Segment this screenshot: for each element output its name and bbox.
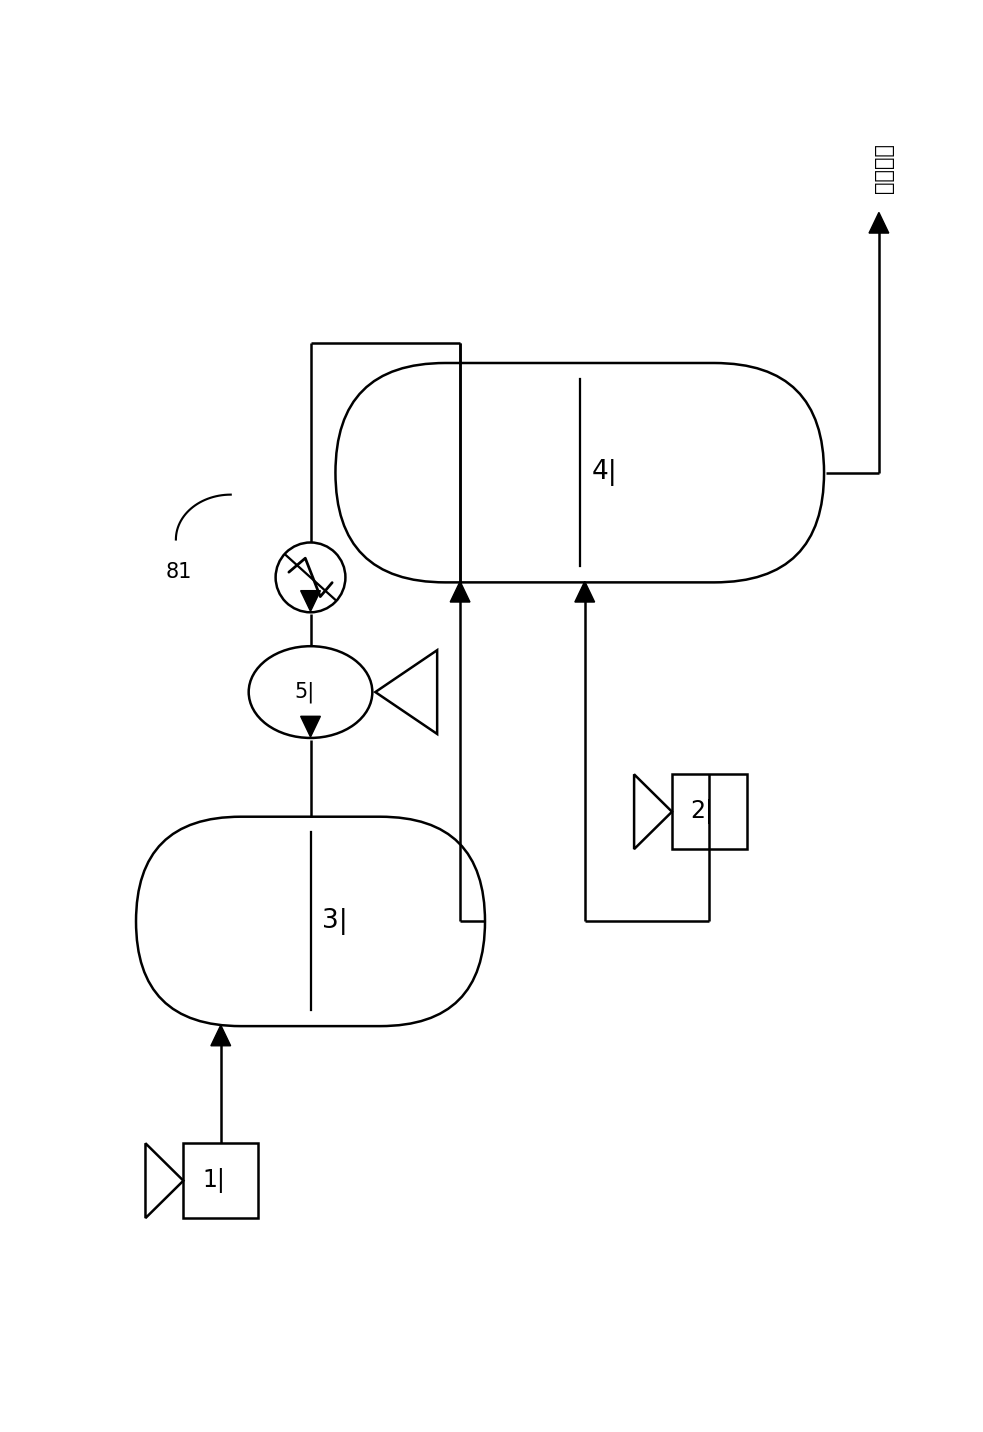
Polygon shape	[376, 650, 437, 735]
Bar	[184, 1143, 259, 1219]
Text: 1|: 1|	[202, 1169, 225, 1193]
Polygon shape	[634, 775, 672, 849]
Text: 后续处理: 后续处理	[874, 143, 894, 193]
Ellipse shape	[249, 646, 373, 737]
FancyBboxPatch shape	[335, 362, 824, 583]
Polygon shape	[869, 212, 889, 233]
Polygon shape	[301, 716, 320, 737]
Text: 2|: 2|	[691, 799, 714, 825]
Text: 81: 81	[166, 563, 193, 583]
Polygon shape	[450, 581, 470, 601]
Polygon shape	[145, 1143, 184, 1219]
Text: 3|: 3|	[322, 908, 348, 935]
FancyBboxPatch shape	[136, 816, 485, 1027]
Text: 5|: 5|	[294, 682, 315, 703]
Bar	[672, 775, 747, 849]
Polygon shape	[211, 1025, 231, 1045]
Text: 4|: 4|	[592, 460, 617, 487]
Polygon shape	[575, 581, 595, 601]
Circle shape	[275, 543, 345, 613]
Polygon shape	[301, 590, 320, 611]
